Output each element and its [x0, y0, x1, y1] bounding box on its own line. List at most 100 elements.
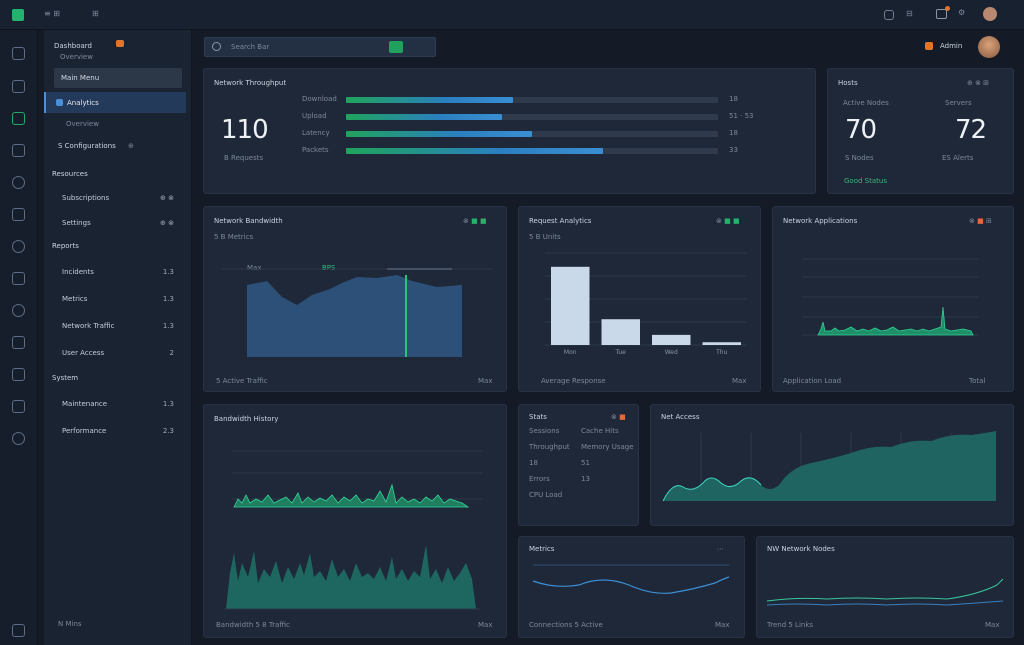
gear-icon[interactable]: [12, 432, 25, 445]
stats-row-right: Memory Usage: [581, 443, 634, 451]
sidebar-item-label: Performance: [62, 427, 107, 435]
shield-icon[interactable]: [12, 368, 25, 381]
user-avatar[interactable]: [978, 36, 1000, 58]
nodes-footer-right: Max: [985, 621, 1000, 629]
folder-icon[interactable]: [12, 208, 25, 221]
sidebar-item-label: Main Menu: [61, 74, 100, 82]
nodes-footer: Trend 5 Links: [767, 621, 814, 629]
bandwidth-actions-icon[interactable]: ⊗ ■ ■: [463, 217, 487, 225]
icon-rail: [0, 30, 38, 645]
access-title: Net Access: [661, 413, 700, 421]
kpi-row-value: 18: [729, 129, 738, 137]
sidebar-item-user-access[interactable]: User Access 2: [56, 343, 184, 363]
sidebar-item-network-traffic[interactable]: Network Traffic 1.3: [56, 316, 184, 336]
stats-row-right: 13: [581, 475, 590, 483]
hosts-actions-icon[interactable]: ⊕ ⊗ ⊞: [967, 79, 990, 87]
top-left-menu[interactable]: ≡ ⊞: [44, 9, 60, 18]
history-footer-right: Max: [478, 621, 493, 629]
file-icon[interactable]: [12, 400, 25, 413]
bar[interactable]: [702, 342, 742, 345]
notification-icon[interactable]: [936, 9, 947, 19]
sidebar-item-maintenance[interactable]: Maintenance 1.3: [56, 394, 184, 414]
home-icon[interactable]: [12, 47, 25, 60]
kpi-row-label: Download: [302, 95, 337, 103]
search-action-icon[interactable]: [389, 41, 403, 53]
sidebar-group-item[interactable]: S Configurations: [58, 142, 116, 150]
lock-icon[interactable]: [12, 336, 25, 349]
sidebar-sub-item[interactable]: Overview: [66, 120, 99, 128]
kpi-row-fill: [346, 97, 514, 103]
sidebar-item-metrics[interactable]: Metrics 1.3: [56, 289, 184, 309]
kpi-row-value: 51 · 53: [729, 112, 754, 120]
bar[interactable]: [551, 266, 590, 345]
layers-icon[interactable]: [12, 144, 25, 157]
stats-card: Stats ⊗ ■ Sessions Cache Hits Throughput Me…: [518, 404, 639, 526]
metrics-menu-icon[interactable]: ⋯: [717, 545, 724, 553]
request-actions-icon[interactable]: ⊗ ■ ■: [716, 217, 740, 225]
kpi-row-track: [346, 148, 718, 154]
bandwidth-legend-b: BPS: [322, 264, 336, 272]
bandwidth-footer: 5 Active Traffic: [216, 377, 268, 385]
bar-category-label: Mon: [564, 349, 577, 356]
bar[interactable]: [652, 334, 691, 345]
stats-title: Stats: [529, 413, 547, 421]
brand-badge: [116, 40, 124, 47]
settings-icon[interactable]: ⚙: [958, 8, 966, 17]
search-input[interactable]: Search Bar: [231, 43, 270, 51]
bandwidth-chart: [222, 268, 492, 357]
user-icon[interactable]: [12, 304, 25, 317]
clock-icon[interactable]: [12, 240, 25, 253]
request-footer: Average Response: [541, 377, 606, 385]
kpi-row-value: 33: [729, 146, 738, 154]
applications-actions-icon[interactable]: ⊗ ■ ⊞: [969, 217, 992, 225]
metrics-title: Metrics: [529, 545, 555, 553]
screen-icon[interactable]: [884, 10, 894, 20]
sidebar-item-main-menu[interactable]: Main Menu: [54, 68, 182, 88]
chart-icon[interactable]: [12, 112, 25, 125]
sidebar-item-label: Maintenance: [62, 400, 108, 408]
metrics-footer-right: Max: [715, 621, 730, 629]
sidebar-item-analytics[interactable]: Analytics: [44, 92, 186, 113]
history-chart-top: [232, 450, 482, 508]
sidebar-item-value: ⊕ ⊗: [160, 194, 174, 202]
grid-icon[interactable]: [12, 80, 25, 93]
section-system: System: [52, 374, 79, 382]
section-resources: Resources: [52, 170, 88, 178]
request-footer-right: Max: [732, 377, 747, 385]
sidebar-item-label: Network Traffic: [62, 322, 115, 330]
link-icon[interactable]: [12, 176, 25, 189]
applications-card: Network Applications ⊗ ■ ⊞ Application L…: [772, 206, 1014, 392]
applications-chart: [803, 258, 978, 336]
bell-icon[interactable]: [12, 272, 25, 285]
kpi-title: Network Throughput: [214, 79, 287, 87]
top-right-menu[interactable]: ⊟: [906, 9, 913, 18]
kpi-row-label: Upload: [302, 112, 327, 120]
sidebar-item-subscriptions[interactable]: Subscriptions ⊕ ⊗: [56, 188, 184, 208]
sidebar-item-performance[interactable]: Performance 2.3: [56, 421, 184, 441]
hosts-left-sub: S Nodes: [845, 154, 874, 162]
sidebar: Dashboard Overview Main Menu Analytics O…: [44, 30, 192, 645]
sidebar-item-label: Incidents: [62, 268, 94, 276]
user-name[interactable]: Admin: [940, 42, 963, 50]
sidebar-item-label: User Access: [62, 349, 105, 357]
sidebar-brand-sub: Overview: [60, 53, 93, 61]
hosts-right-label: Servers: [945, 99, 972, 107]
expand-icon[interactable]: [12, 624, 25, 637]
stats-actions-icon[interactable]: ⊗ ■: [611, 413, 626, 421]
stats-row-right: Cache Hits: [581, 427, 619, 435]
kpi-sub: B Requests: [224, 154, 264, 162]
top-left-grid-icon[interactable]: ⊞: [92, 9, 99, 18]
hosts-left-value: 70: [845, 115, 877, 145]
stats-row-left: CPU Load: [529, 491, 563, 499]
search-bar[interactable]: Search Bar: [204, 37, 436, 57]
sidebar-item-value: 2.3: [162, 427, 174, 435]
sidebar-item-settings[interactable]: Settings ⊕ ⊗: [56, 213, 184, 233]
sidebar-item-incidents[interactable]: Incidents 1.3: [56, 262, 184, 282]
notification-badge: [945, 6, 950, 11]
hosts-footer: Good Status: [844, 177, 887, 185]
hosts-title: Hosts: [838, 79, 858, 87]
group-plus-icon[interactable]: ⊕: [128, 142, 134, 150]
top-avatar[interactable]: [983, 7, 997, 21]
bar[interactable]: [601, 319, 641, 345]
sidebar-item-value: 1.3: [162, 322, 174, 330]
